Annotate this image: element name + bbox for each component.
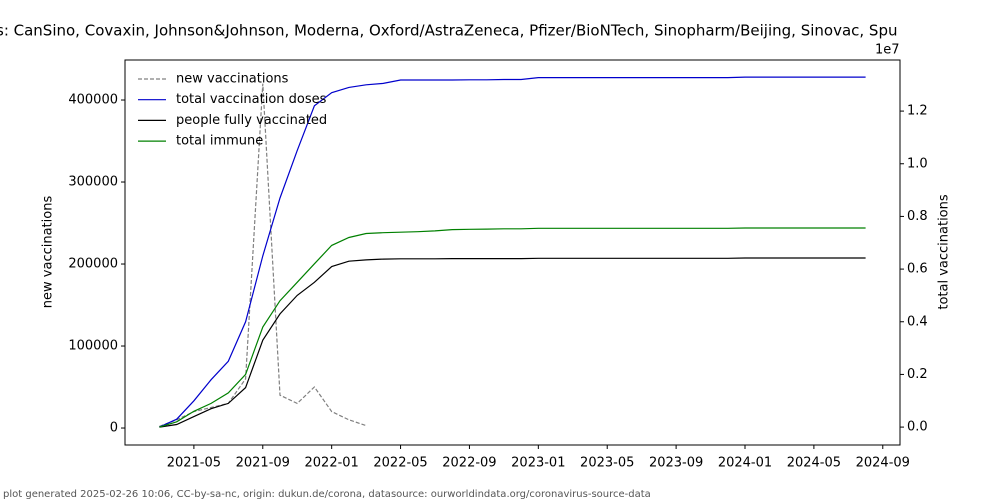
legend-label: total vaccination doses [176,92,327,107]
x-tick-label: 2023-05 [580,456,634,471]
y-axis-label: new vaccinations [41,196,56,309]
x-tick-label: 2024-09 [856,456,910,471]
footer: plot generated 2025-02-26 10:06, CC-by-s… [3,489,651,500]
y2-tick-label: 1.0 [907,156,928,171]
y-tick-label: 0 [110,421,118,436]
y2-tick-label: 0.2 [907,367,928,382]
series-line [159,227,866,428]
y2-tick-label: 0.8 [907,209,928,224]
y2-tick-label: 0.0 [907,420,928,435]
y-tick-label: 400000 [68,93,118,108]
y2-axis-label: total vaccinations [937,194,952,310]
y2-tick-label: 0.4 [907,314,928,329]
y2-offset-label: 1e7 [875,43,900,58]
x-tick-label: 2023-01 [511,456,565,471]
x-tick-label: 2022-01 [305,456,359,471]
x-tick-label: 2023-09 [649,456,703,471]
legend-label: people fully vaccinated [176,113,327,128]
y-tick-label: 200000 [68,257,118,272]
series-line [159,76,866,428]
y-tick-label: 100000 [68,339,118,354]
x-tick-label: 2021-09 [236,456,290,471]
legend-label: total immune [176,134,263,149]
plot-frame [124,59,901,446]
x-tick-label: 2024-01 [718,456,772,471]
x-tick-label: 2022-09 [442,456,496,471]
series-line [159,257,866,428]
y-tick-label: 300000 [68,175,118,190]
x-tick-label: 2024-05 [787,456,841,471]
y2-tick-label: 1.2 [907,104,928,119]
x-tick-label: 2021-05 [167,456,221,471]
chart-title: s: CanSino, Covaxin, Johnson&Johnson, Mo… [0,22,897,40]
x-tick-label: 2022-05 [373,456,427,471]
y2-tick-label: 0.6 [907,262,928,277]
legend-label: new vaccinations [176,72,289,87]
